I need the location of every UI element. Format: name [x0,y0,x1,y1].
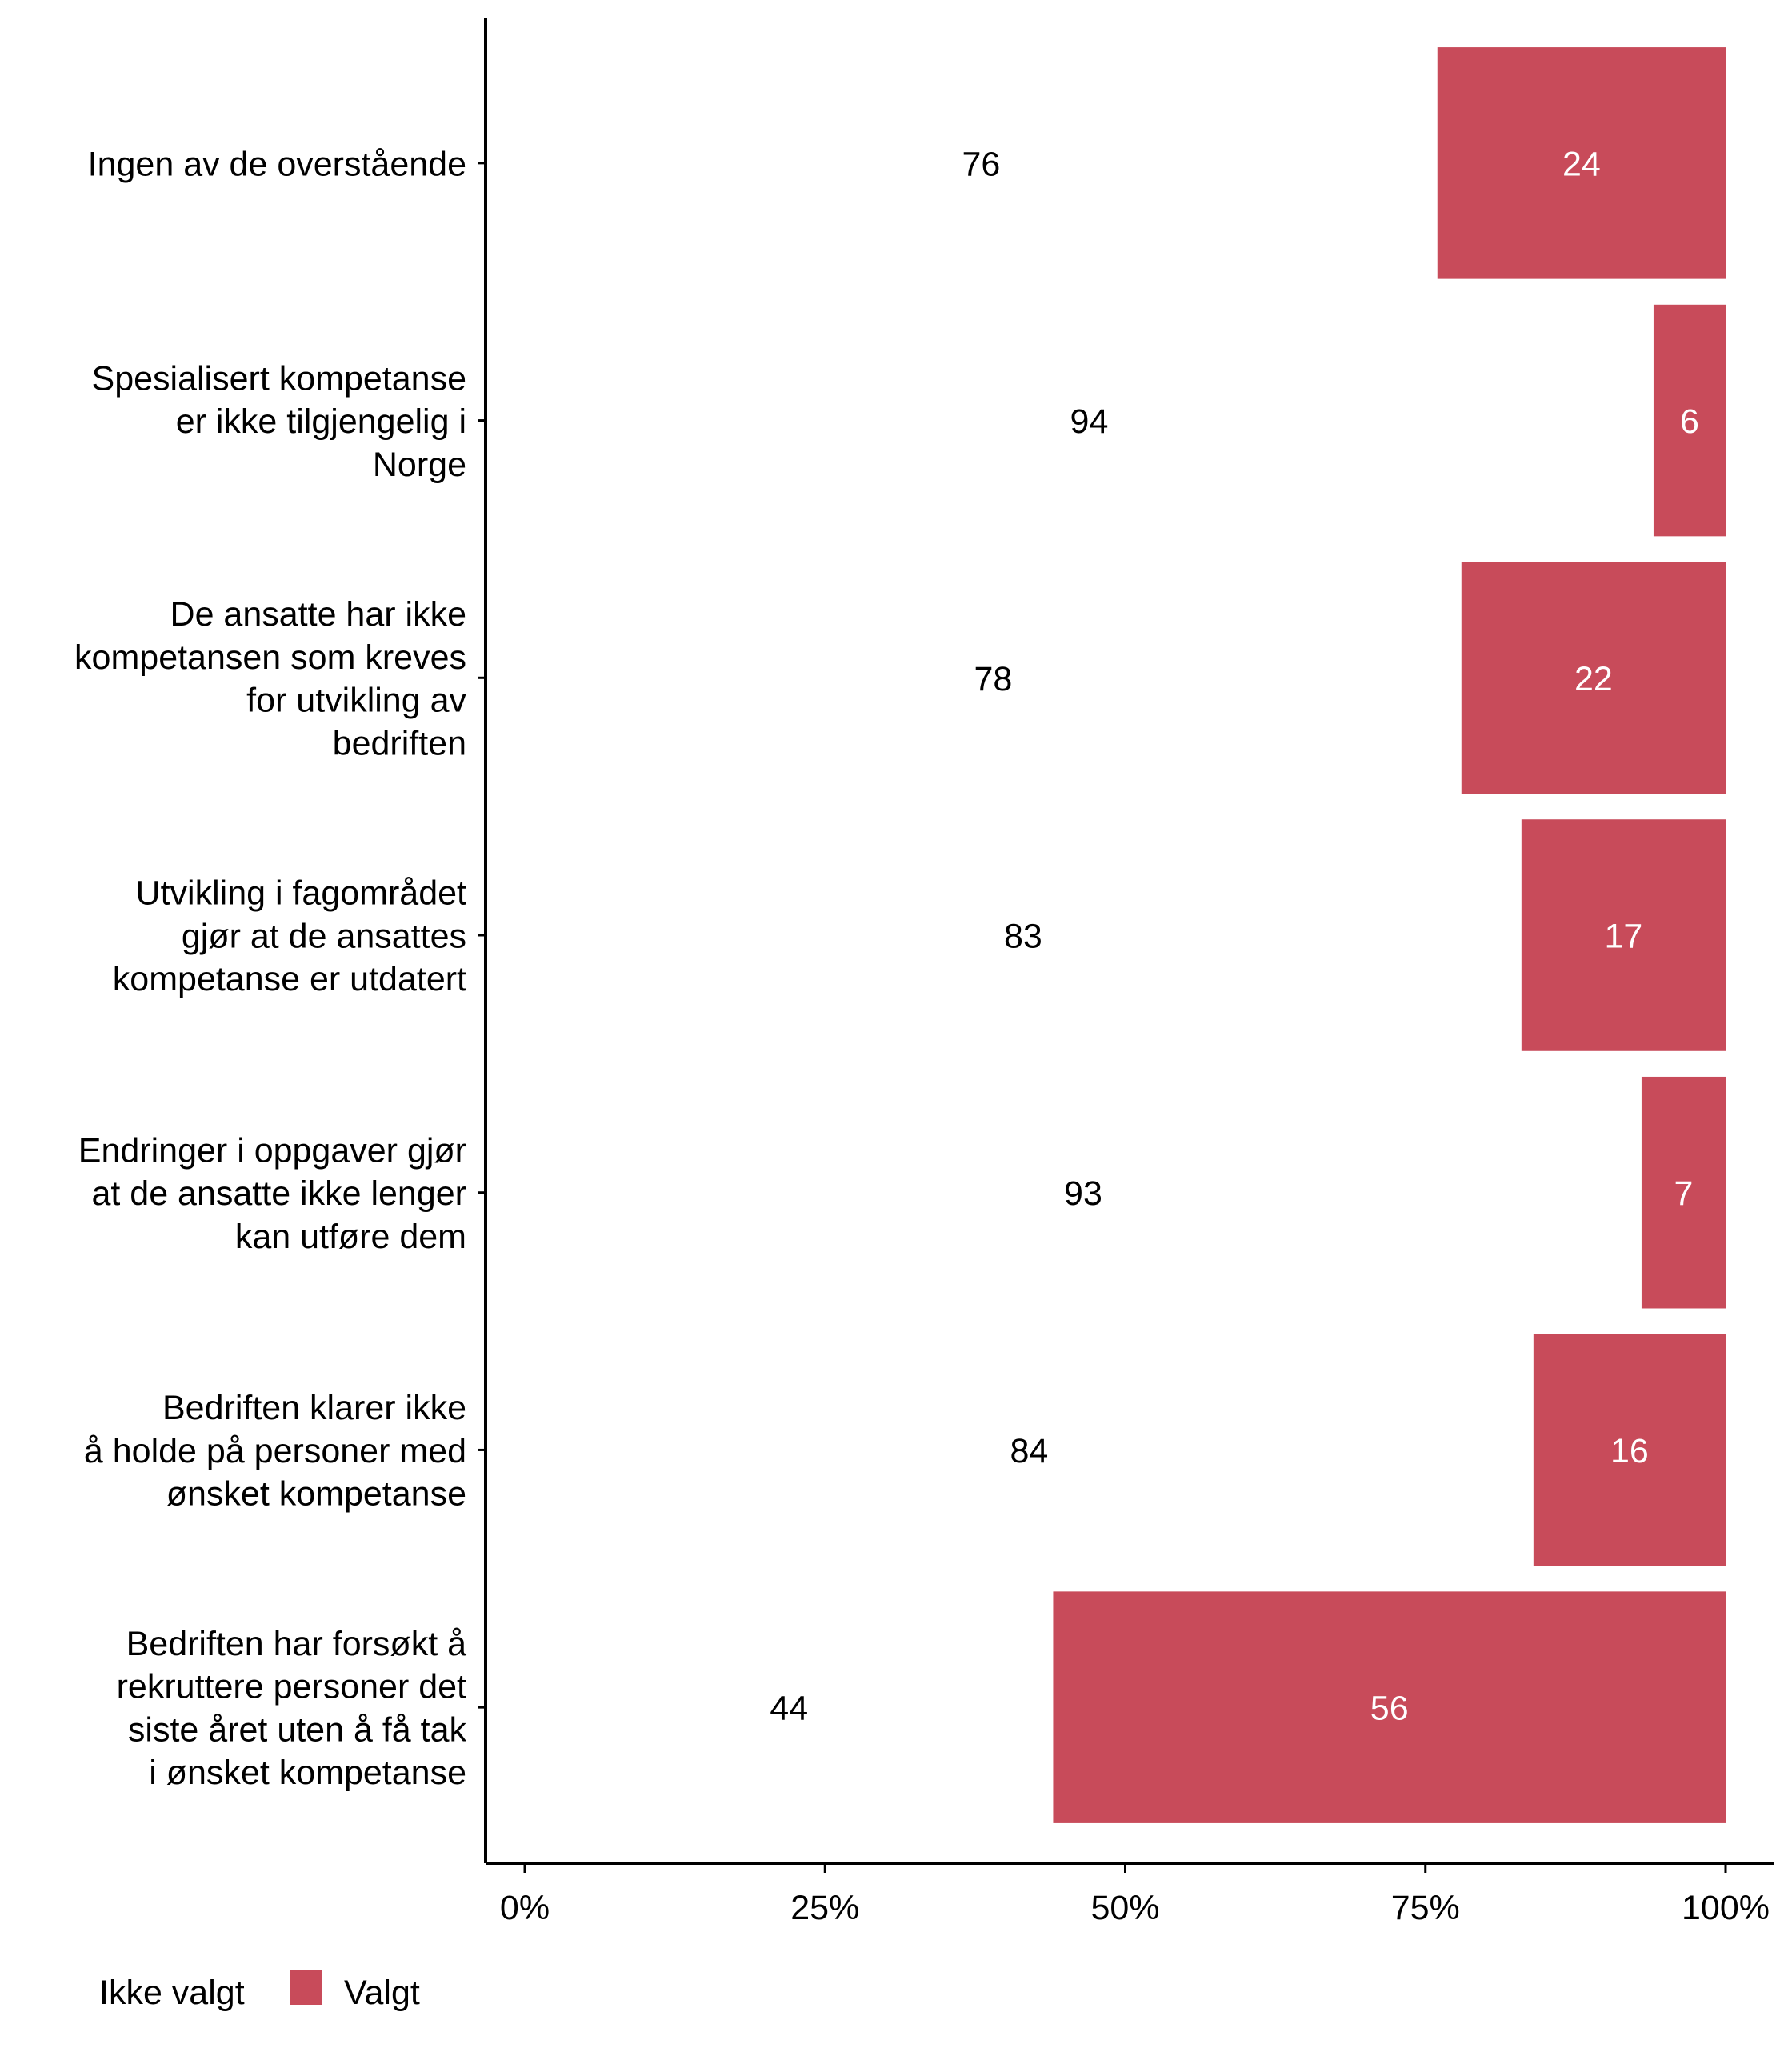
category-label: Endringer i oppgaver gjør [78,1131,466,1170]
legend-label: Valgt [344,1974,420,2012]
bar-valgt [1533,1334,1726,1566]
data-label: 78 [974,660,1012,698]
data-label: 84 [1010,1432,1048,1470]
category-label: å holde på personer med [84,1432,466,1470]
category-label: rekruttere personer det [117,1668,466,1706]
category-label: kan utføre dem [235,1218,466,1256]
legend-label: Ikke valgt [99,1974,245,2012]
data-label: 24 [1562,145,1601,183]
category-label: er ikke tilgjengelig i [176,402,466,441]
x-tick-label: 50% [1090,1889,1159,1927]
category-label: siste året uten å få tak [128,1710,467,1749]
legend-key [290,1970,322,2005]
data-label: 76 [962,145,1000,183]
data-label: 16 [1610,1432,1649,1470]
bar-valgt [1521,819,1726,1051]
data-label: 17 [1604,917,1642,955]
x-tick-label: 100% [1682,1889,1770,1927]
category-label: bedriften [333,724,466,762]
bar-ikke-valgt [525,562,1462,794]
category-label: De ansatte har ikke [170,595,466,634]
data-label: 56 [1370,1690,1409,1728]
bar-valgt [1653,304,1726,537]
data-label: 44 [770,1690,808,1728]
x-tick-label: 75% [1391,1889,1460,1927]
category-label: gjør at de ansattes [182,917,466,955]
bar-ikke-valgt [525,304,1654,537]
category-label: Ingen av de overstående [88,145,466,183]
data-label: 94 [1070,402,1109,441]
bar-ikke-valgt [525,1076,1642,1309]
category-label: Utvikling i fagområdet [136,874,467,913]
category-label: Norge [373,446,466,484]
data-label: 6 [1680,402,1699,441]
bar-valgt [1053,1591,1726,1823]
category-label: Bedriften har forsøkt å [126,1625,466,1663]
category-label: ønsket kompetanse [166,1475,466,1514]
bar-valgt [1641,1076,1726,1309]
category-label: kompetansen som kreves [74,638,466,677]
bar-ikke-valgt [525,1591,1054,1823]
data-label: 22 [1574,660,1613,698]
bar-ikke-valgt [525,1334,1534,1566]
category-label: Spesialisert kompetanse [92,359,466,398]
category-label: Bedriften klarer ikke [162,1389,466,1427]
category-label: kompetanse er utdatert [113,960,466,998]
category-label: at de ansatte ikke lenger [91,1174,466,1213]
category-label: i ønsket kompetanse [149,1754,466,1792]
data-label: 7 [1674,1174,1694,1213]
bar-valgt [1461,562,1726,794]
bar-valgt [1437,47,1726,279]
data-label: 83 [1004,917,1042,955]
x-tick-label: 25% [790,1889,859,1927]
bar-ikke-valgt [525,819,1522,1051]
data-label: 93 [1064,1174,1102,1213]
bar-ikke-valgt [525,47,1438,279]
category-label: for utvikling av [246,682,466,720]
x-tick-label: 0% [500,1889,550,1927]
